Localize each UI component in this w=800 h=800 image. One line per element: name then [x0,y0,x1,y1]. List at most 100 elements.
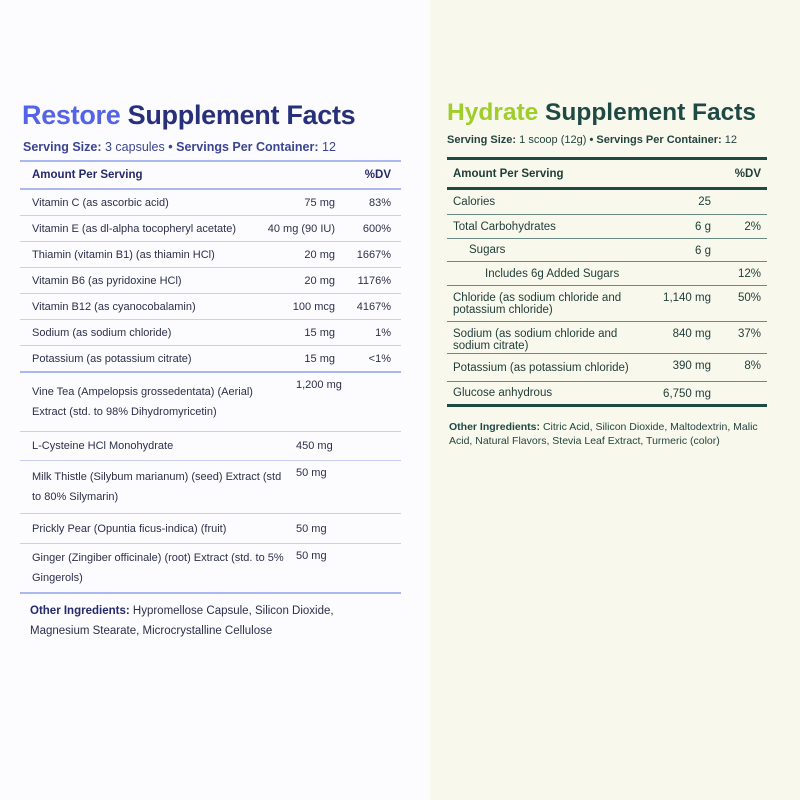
botanical-amount: 450 mg [296,440,333,452]
other-label: Other Ingredients: [449,421,541,433]
hydrate-other-ingredients: Other Ingredients: Citric Acid, Silicon … [449,420,769,448]
serving-size: 3 capsules [104,140,165,154]
botanical-row: L-Cysteine HCl Monohydrate 450 mg [20,432,401,461]
nutrient-amount: 390 mg [672,360,711,372]
nutrient-amount: 40 mg (90 IU) [267,222,335,235]
nutrient-dv [711,239,761,245]
nutrient-row: Vitamin B12 (as cyanocobalamin) 100 mcg 41… [20,294,401,320]
nutrient-row: Vitamin C (as ascorbic acid) 75 mg 83% [20,190,401,216]
nutrient-name: Sugars [469,244,506,256]
nutrient-row: Sodium (as sodium chloride and sodium ci… [447,322,767,354]
hydrate-facts-table: Amount Per Serving %DV Calories 25 Total Ca… [447,157,767,407]
nutrient-name: Vitamin B6 (as pyridoxine HCl) [32,274,182,287]
nutrient-name: Vitamin C (as ascorbic acid) [32,196,169,209]
amount-header: Amount Per Serving [453,167,564,180]
hydrate-serving-info: Serving Size: 1 scoop (12g) • Servings P… [447,134,737,146]
serving-size-label: Serving Size: [23,140,102,154]
nutrient-dv: 2% [744,221,761,233]
serving-size-label: Serving Size: [447,134,517,146]
nutrient-dv: 37% [737,328,761,340]
restore-panel: Restore Supplement Facts Serving Size: 3… [20,100,401,641]
separator: • [168,140,173,154]
botanical-name: Milk Thistle (Silybum marianum) (seed) E… [32,471,282,503]
nutrient-name: Glucose anhydrous [453,387,553,399]
nutrient-row: Glucose anhydrous 6,750 mg [447,382,767,407]
nutrient-name: Potassium (as potassium chloride) [453,361,629,374]
restore-title: Restore Supplement Facts [22,100,356,131]
nutrient-name: Vitamin B12 (as cyanocobalamin) [32,300,196,313]
nutrient-row: Thiamin (vitamin B1) (as thiamin HCl) 20 … [20,242,401,268]
table-header: Amount Per Serving %DV [447,160,767,190]
servings: 12 [322,140,336,154]
nutrient-name: Potassium (as potassium citrate) [32,352,192,365]
botanical-row: Milk Thistle (Silybum marianum) (seed) E… [20,461,401,514]
nutrient-amount: 1,140 mg [663,292,711,304]
nutrient-row: Vitamin B6 (as pyridoxine HCl) 20 mg 1176% [20,268,401,294]
nutrient-name: Vitamin E (as dl-alpha tocopheryl acetat… [32,222,237,235]
nutrient-dv: 1176% [357,274,391,287]
brand-name: Hydrate [447,99,539,126]
dv-header: %DV [734,167,761,180]
nutrient-name: Calories [453,196,496,208]
nutrient-dv: 4167% [356,300,391,313]
nutrient-dv: 600% [362,222,391,235]
nutrient-dv: 1667% [356,248,391,261]
nutrient-amount: 15 mg [304,352,335,365]
other-text: Hypromellose Capsule, Silicon Dioxide, M… [30,605,334,637]
nutrient-name: Sodium (as sodium chloride and sodium ci… [453,328,618,352]
hydrate-panel [430,0,800,800]
nutrient-amount: 20 mg [304,248,335,261]
nutrient-dv: <1% [368,352,391,365]
nutrient-amount: 6 g [695,221,711,233]
other-text: Citric Acid, Silicon Dioxide, Maltodextr… [449,421,758,447]
nutrient-dv: 1% [375,326,391,339]
botanical-name: L-Cysteine HCl Monohydrate [32,440,174,452]
nutrient-amount: 15 mg [304,326,335,339]
servings: 12 [724,134,738,146]
nutrient-row: Vitamin E (as dl-alpha tocopheryl acetat… [20,216,401,242]
nutrient-row: Chloride (as sodium chloride and potassi… [447,286,767,322]
botanical-amount: 50 mg [296,522,327,535]
separator: • [589,134,594,146]
serving-size: 1 scoop (12g) [519,134,587,146]
nutrient-dv: 50% [737,292,761,304]
botanical-name: Vine Tea (Ampelopsis grossedentata) (Aer… [32,386,253,418]
nutrient-amount: 6,750 mg [663,388,711,400]
nutrient-row: Calories 25 [447,190,767,215]
title-text: Supplement Facts [545,99,757,126]
servings-label: Servings Per Container: [596,134,722,146]
nutrient-amount: 840 mg [672,328,711,340]
nutrient-dv: 8% [744,360,761,372]
title-text: Supplement Facts [127,100,356,130]
nutrient-row: Sodium (as sodium chloride) 15 mg 1% [20,320,401,346]
nutrient-dv: 12% [737,268,761,280]
other-label: Other Ingredients: [30,605,130,617]
botanical-row: Vine Tea (Ampelopsis grossedentata) (Aer… [20,373,401,432]
servings-label: Servings Per Container: [176,140,319,154]
nutrient-name: Sodium (as sodium chloride) [32,326,172,339]
botanical-name: Ginger (Zingiber officinale) (root) Extr… [32,552,284,584]
nutrient-dv [711,382,761,388]
nutrient-row: Potassium (as potassium chloride) 390 mg 8… [447,354,767,382]
botanical-row: Prickly Pear (Opuntia ficus-indica) (fru… [20,514,401,544]
nutrient-dv: 83% [368,196,391,209]
table-header: Amount Per Serving %DV [20,162,401,190]
restore-serving-info: Serving Size: 3 capsules • Servings Per … [23,140,336,154]
restore-other-ingredients: Other Ingredients: Hypromellose Capsule,… [30,601,390,641]
amount-header: Amount Per Serving [32,169,143,181]
nutrient-amount: 6 g [695,245,711,257]
botanical-row: Ginger (Zingiber officinale) (root) Extr… [20,544,401,594]
nutrient-row: Total Carbohydrates 6 g 2% [447,215,767,239]
nutrient-name: Thiamin (vitamin B1) (as thiamin HCl) [32,248,215,261]
nutrient-row: Includes 6g Added Sugars 12% [447,262,767,286]
nutrient-row: Sugars 6 g [447,239,767,262]
nutrient-amount: 75 mg [304,196,335,209]
botanical-amount: 1,200 mg [296,379,342,391]
nutrient-dv [711,190,761,196]
nutrient-row: Potassium (as potassium citrate) 15 mg <1% [20,346,401,373]
nutrient-name: Includes 6g Added Sugars [485,267,620,280]
nutrient-amount: 100 mcg [292,300,335,313]
nutrient-name: Total Carbohydrates [453,220,556,233]
botanical-amount: 50 mg [296,467,327,479]
botanical-name: Prickly Pear (Opuntia ficus-indica) (fru… [32,522,227,535]
